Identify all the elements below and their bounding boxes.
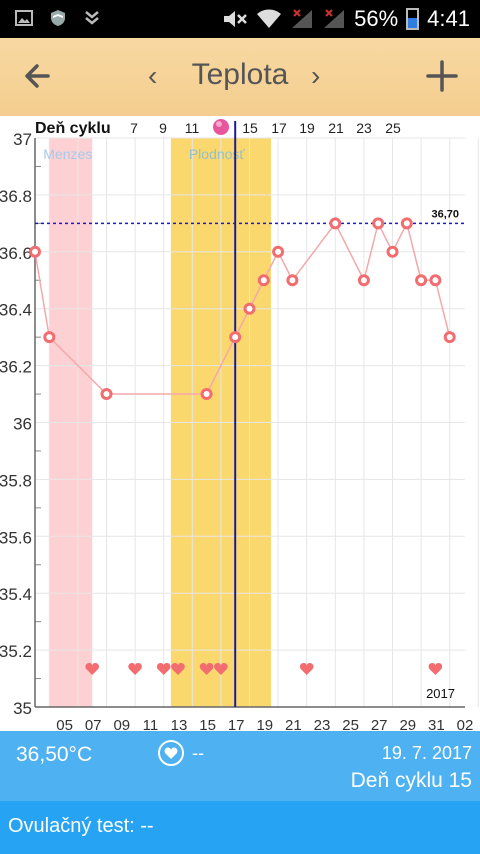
year-label: 2017 xyxy=(426,686,455,701)
ovulation-test-label: Ovulačný test: -- xyxy=(8,815,154,837)
mute-icon xyxy=(224,11,248,27)
x-tick-label: 13 xyxy=(171,717,188,734)
prev-chevron-icon[interactable]: ‹ xyxy=(148,60,158,91)
cycle-tick-label: 19 xyxy=(299,120,315,136)
x-tick-label: 25 xyxy=(342,717,359,734)
x-tick-label: 27 xyxy=(371,717,388,734)
x-tick-label: 19 xyxy=(256,717,273,734)
heart-icon xyxy=(85,663,100,676)
toolbar: ‹ Teplota › xyxy=(0,38,480,116)
heart-icon xyxy=(164,747,178,759)
x-tick-label: 11 xyxy=(143,717,159,734)
temperature-point xyxy=(272,245,285,258)
temperature-point xyxy=(229,331,242,344)
band-label: Plodnosť xyxy=(189,146,246,162)
temperature-point xyxy=(443,331,456,344)
add-icon[interactable] xyxy=(422,56,462,96)
heart-icon xyxy=(214,663,228,676)
x-tick-label: 21 xyxy=(285,717,302,734)
signal-icon-2 xyxy=(324,9,345,28)
x-tick-label: 07 xyxy=(85,717,102,734)
cycle-tick-label: 9 xyxy=(159,120,167,136)
wifi-icon xyxy=(257,9,282,28)
temperature-point xyxy=(43,331,56,344)
x-tick-label: 15 xyxy=(199,717,216,734)
battery-percent: 56% xyxy=(354,6,399,31)
temperature-chart[interactable]: 37 36.8 36.6 36.4 36.2 36 35.8 35.6 35.4 35.2 35 05… xyxy=(0,116,480,736)
signal-icon xyxy=(292,9,313,28)
back-arrow-icon[interactable] xyxy=(18,56,58,96)
temperature-point xyxy=(372,217,385,230)
temperature-point xyxy=(243,302,256,315)
x-tick-label: 29 xyxy=(399,717,416,734)
cycle-tick-label: 23 xyxy=(356,120,372,136)
y-tick-label: 36.4 xyxy=(0,301,32,320)
date-label: 19. 7. 2017 xyxy=(381,743,472,763)
x-tick-label: 17 xyxy=(228,717,245,734)
cycle-tick-label: 25 xyxy=(385,120,401,136)
heart-icon xyxy=(156,663,171,676)
temperature-point xyxy=(400,217,413,230)
cycle-tick-label: 21 xyxy=(328,120,344,136)
temperature-point xyxy=(200,388,213,401)
temperature-point xyxy=(286,274,299,287)
y-tick-label: 36 xyxy=(13,415,32,434)
chevrons-notification-icon xyxy=(85,11,99,25)
y-tick-label: 35.8 xyxy=(0,471,32,490)
page-title: Teplota xyxy=(191,58,289,91)
heart-icon xyxy=(128,663,142,676)
cycle-tick-label: 17 xyxy=(271,120,287,136)
band-label: Menzes xyxy=(43,146,92,162)
intercourse-value: -- xyxy=(192,743,204,763)
image-notification-icon xyxy=(15,10,33,26)
temperature-point xyxy=(257,274,270,287)
heart-icon xyxy=(428,663,443,676)
y-tick-label: 36.6 xyxy=(0,244,32,263)
temperature-point xyxy=(386,245,399,258)
y-tick-label: 35.2 xyxy=(0,642,32,661)
ovulation-marker-icon xyxy=(213,119,229,135)
cycle-header-label: Deň cyklu xyxy=(35,120,111,137)
temperature-point xyxy=(100,388,113,401)
y-tick-label: 37 xyxy=(13,130,32,149)
x-tick-label: 02 xyxy=(457,717,474,734)
x-tick-label: 09 xyxy=(113,717,130,734)
temperature-point xyxy=(357,274,370,287)
temperature-value: 36,50°C xyxy=(16,743,93,766)
heart-icon xyxy=(199,663,214,676)
status-bar: 56% 4:41 xyxy=(0,0,480,38)
cycle-tick-label: 15 xyxy=(242,120,258,136)
x-tick-label: 31 xyxy=(428,717,445,734)
y-tick-label: 35 xyxy=(13,699,32,718)
temperature-point xyxy=(329,217,342,230)
cycle-tick-label: 11 xyxy=(185,120,200,136)
info-bar: 36,50°C -- 19. 7. 2017 Deň cyklu 15 xyxy=(0,731,480,801)
cycle-day-label: Deň cyklu 15 xyxy=(350,769,472,792)
cycle-tick-label: 7 xyxy=(130,120,138,136)
next-chevron-icon[interactable]: › xyxy=(311,60,321,91)
threshold-label: 36,70 xyxy=(431,208,459,220)
clock: 4:41 xyxy=(427,6,470,31)
temperature-point xyxy=(415,274,428,287)
heart-icon xyxy=(171,663,185,676)
shield-notification-icon xyxy=(51,10,65,26)
temperature-point xyxy=(29,245,41,258)
temperature-point xyxy=(429,274,442,287)
intercourse-button[interactable] xyxy=(158,740,184,766)
ovulation-marker-highlight xyxy=(216,121,222,127)
battery-icon xyxy=(406,8,420,30)
y-tick-label: 36.2 xyxy=(0,358,32,377)
y-tick-label: 35.6 xyxy=(0,528,32,547)
x-tick-label: 23 xyxy=(314,717,331,734)
y-tick-label: 35.4 xyxy=(0,585,32,604)
ovulation-test-row[interactable]: Ovulačný test: -- xyxy=(0,801,480,854)
y-tick-label: 36.8 xyxy=(0,187,32,206)
heart-icon xyxy=(299,663,314,676)
x-tick-label: 05 xyxy=(56,717,73,734)
